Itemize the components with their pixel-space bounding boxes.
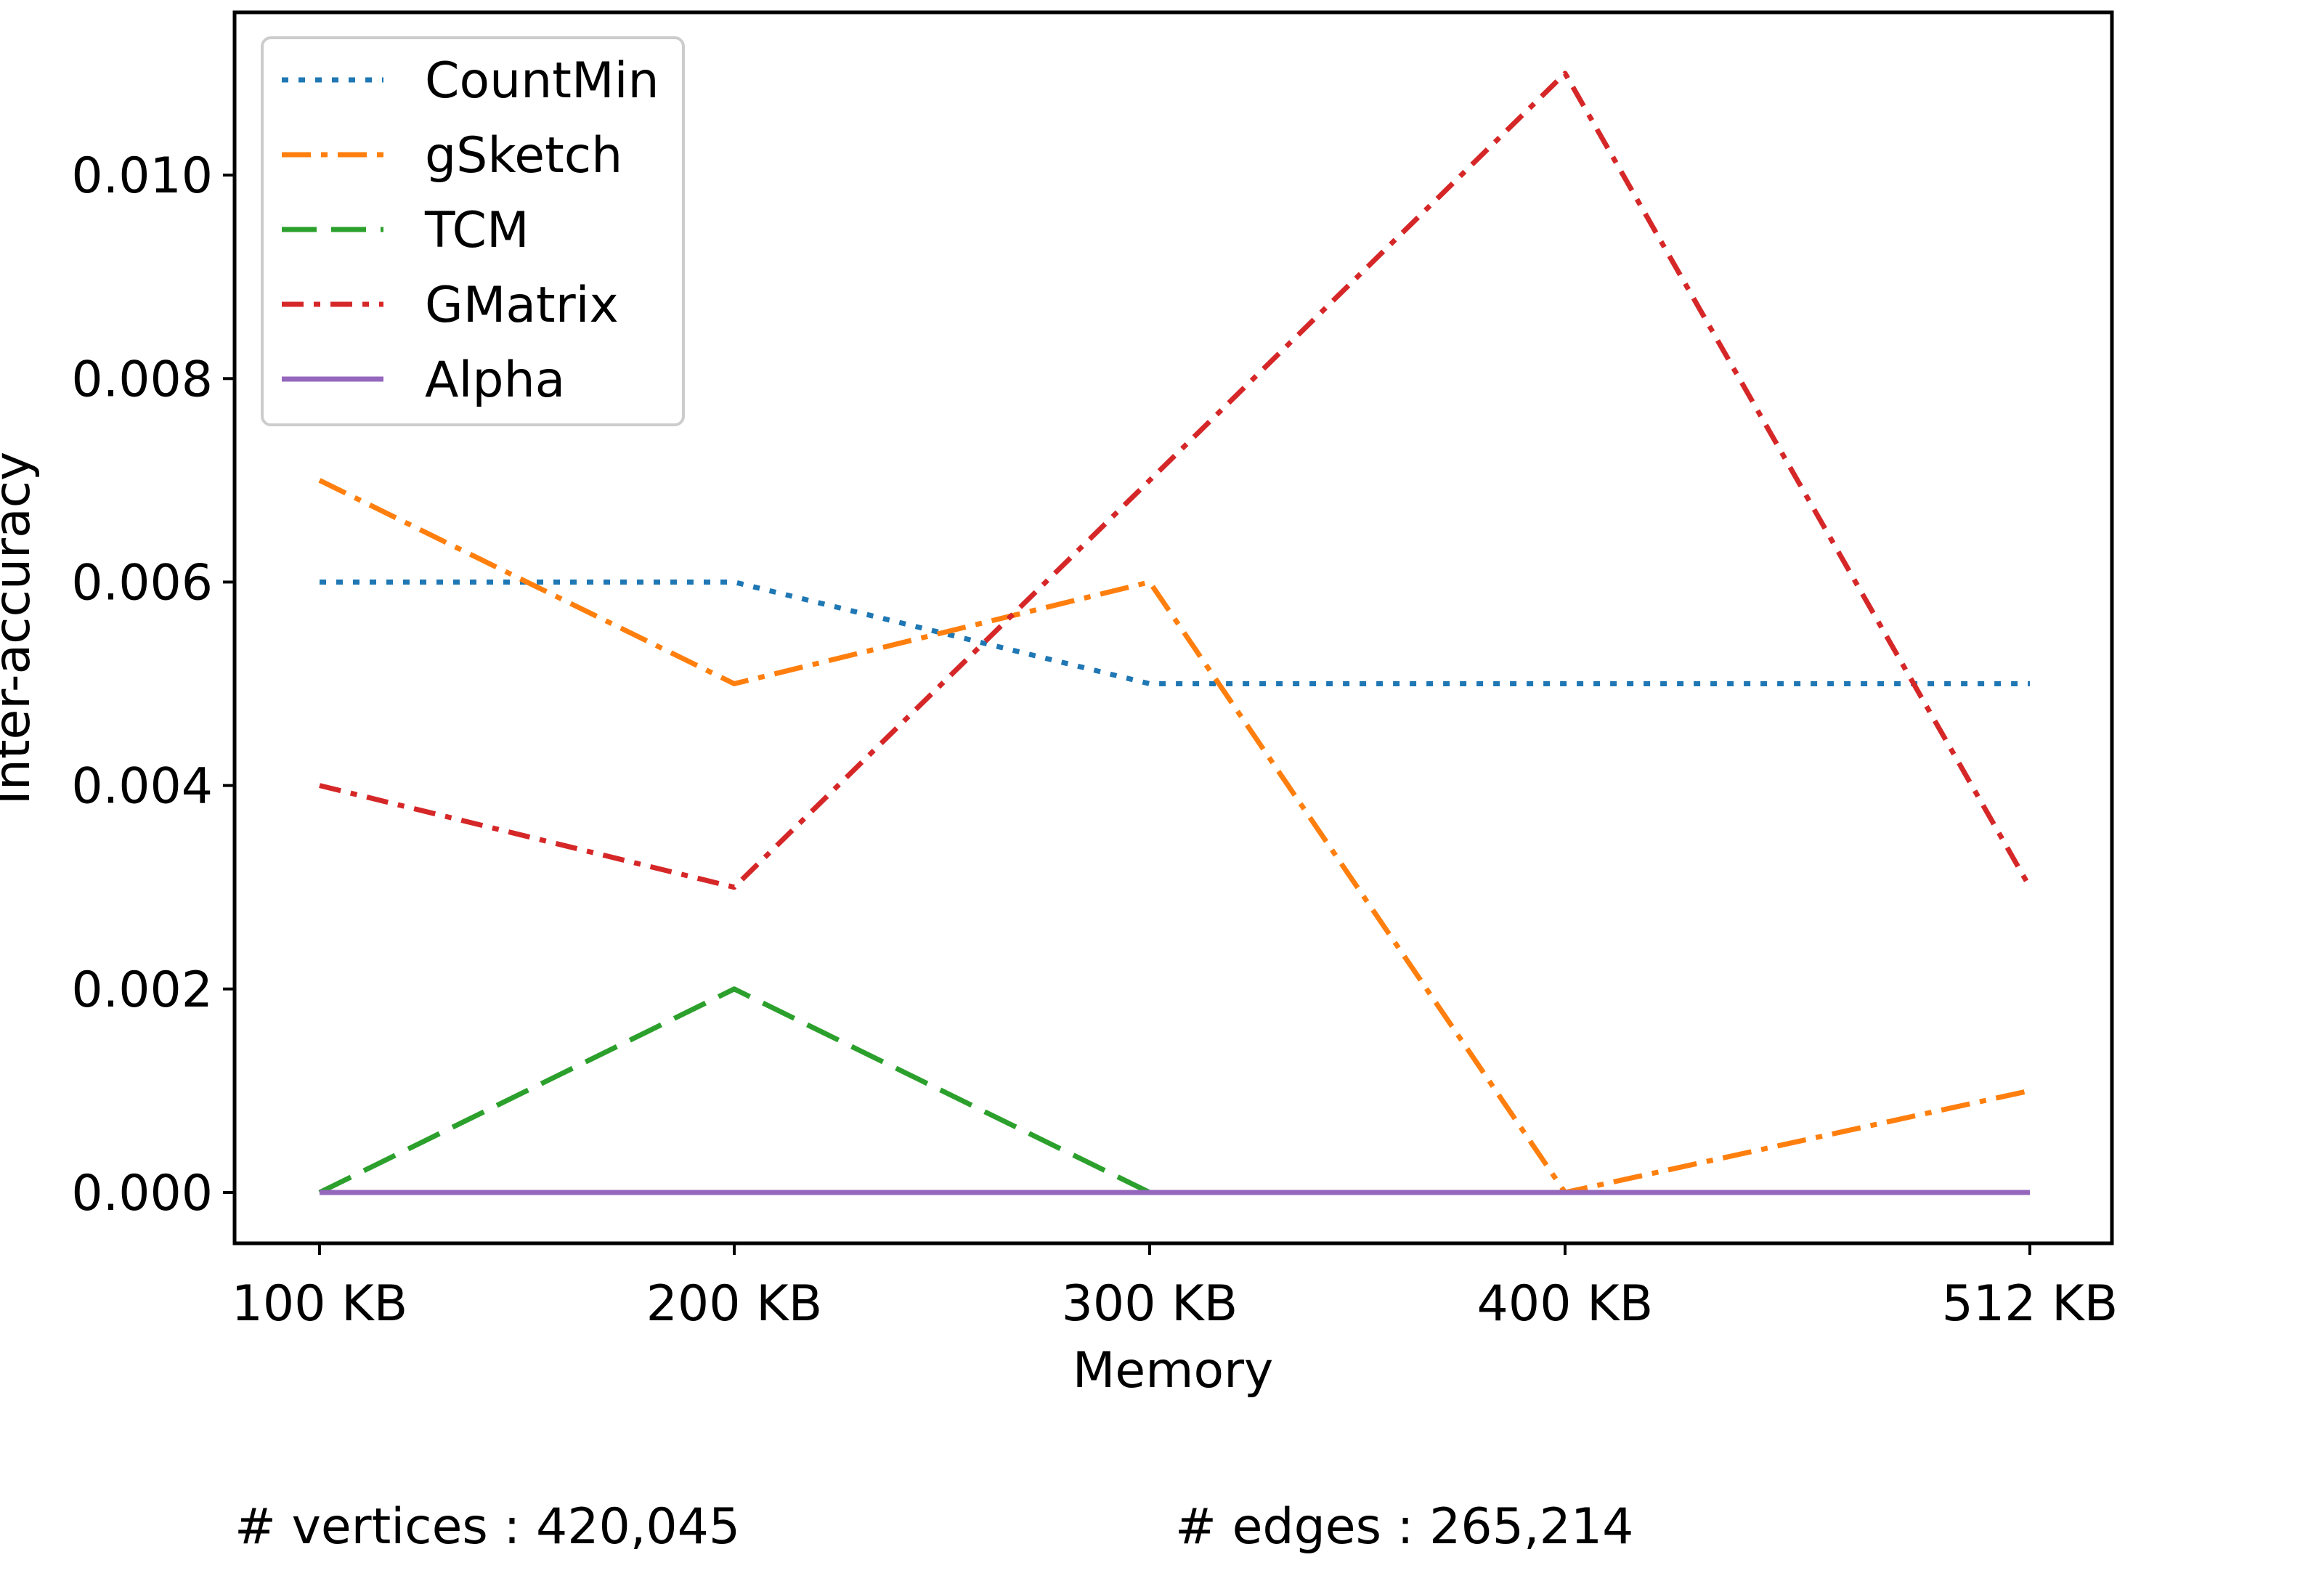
legend-label-gsketch: gSketch bbox=[425, 127, 622, 184]
y-tick-label: 0.002 bbox=[71, 962, 213, 1019]
legend-frame bbox=[261, 36, 685, 426]
vertices-count: # vertices : 420,045 bbox=[235, 1498, 740, 1556]
plot-frame bbox=[232, 10, 2114, 1245]
x-tick-label: 200 KB bbox=[646, 1275, 823, 1333]
x-axis-label: Memory bbox=[1073, 1342, 1274, 1399]
series-line-gsketch bbox=[318, 478, 2031, 1195]
legend-label-countmin: CountMin bbox=[425, 52, 659, 110]
y-axis: 0.000 0.002 0.004 0.006 0.008 0.010 bbox=[71, 147, 235, 1222]
y-axis-label: Inter-accuracy bbox=[0, 452, 41, 805]
y-tick-label: 0.010 bbox=[71, 147, 213, 205]
y-tick-label: 0.004 bbox=[71, 758, 213, 816]
legend: CountMin gSketch TCM GMatrix Alpha bbox=[261, 36, 685, 426]
y-tick-label: 0.000 bbox=[71, 1165, 213, 1222]
edges-count: # edges : 265,214 bbox=[1175, 1498, 1633, 1556]
series-layer bbox=[318, 70, 2033, 1195]
legend-items: CountMin gSketch TCM GMatrix Alpha bbox=[282, 52, 659, 409]
x-tick-label: 400 KB bbox=[1477, 1275, 1654, 1333]
legend-label-tcm: TCM bbox=[424, 202, 529, 259]
series-line-gmatrix bbox=[319, 70, 2033, 890]
y-tick-label: 0.008 bbox=[71, 351, 213, 408]
legend-label-gmatrix: GMatrix bbox=[425, 277, 619, 334]
legend-label-alpha: Alpha bbox=[425, 351, 565, 409]
x-axis: 100 KB 200 KB 300 KB 400 KB 512 KB bbox=[232, 1243, 2118, 1333]
x-tick-label: 100 KB bbox=[232, 1275, 408, 1333]
x-tick-label: 512 KB bbox=[1942, 1275, 2118, 1333]
y-tick-label: 0.006 bbox=[71, 554, 213, 611]
x-tick-label: 300 KB bbox=[1062, 1275, 1238, 1333]
